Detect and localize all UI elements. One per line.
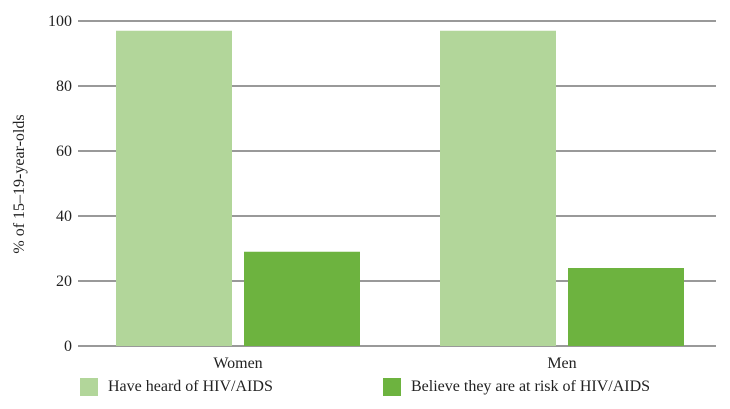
legend-label-heard: Have heard of HIV/AIDS: [108, 378, 273, 395]
y-tick-label: 40: [56, 208, 72, 225]
legend: Have heard of HIV/AIDS Believe they are …: [0, 378, 730, 404]
legend-label-risk: Believe they are at risk of HIV/AIDS: [411, 378, 651, 395]
legend-swatch-heard: [80, 378, 98, 396]
y-tick-label: 20: [56, 273, 72, 290]
bar-women-series-2: [244, 251, 360, 346]
legend-item-heard: Have heard of HIV/AIDS: [80, 378, 273, 396]
legend-swatch-risk: [383, 378, 401, 396]
bar-men-series-1: [440, 30, 556, 346]
y-axis-title: % of 15–19-year-olds: [11, 114, 28, 253]
bar-men-series-2: [568, 268, 684, 346]
bars: [116, 30, 684, 346]
x-tick-label: Men: [547, 355, 576, 372]
bar-chart: 0 20 40 60 80 100 Women Men % of 15–19-year-ol…: [11, 13, 716, 372]
legend-item-risk: Believe they are at risk of HIV/AIDS: [383, 378, 650, 396]
y-tick-label: 80: [56, 78, 72, 95]
x-tick-label: Women: [213, 355, 262, 372]
y-tick-label: 0: [64, 338, 72, 355]
y-axis-ticks: 0 20 40 60 80 100: [48, 13, 72, 355]
y-tick-label: 100: [48, 13, 72, 30]
x-axis-ticks: Women Men: [213, 355, 576, 372]
y-tick-label: 60: [56, 143, 72, 160]
bar-women-series-1: [116, 30, 232, 346]
